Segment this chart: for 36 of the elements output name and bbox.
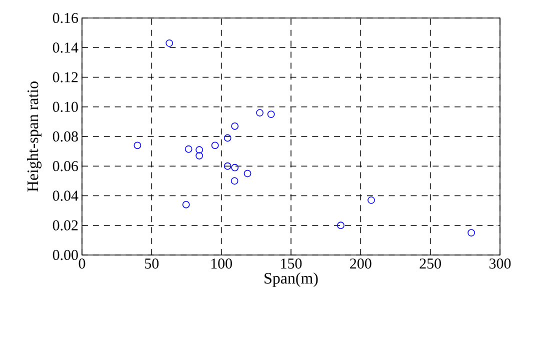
- point: [224, 134, 232, 142]
- x-tick-label: 50: [145, 258, 159, 269]
- point: [182, 200, 190, 208]
- point: [368, 196, 375, 204]
- point: [231, 122, 239, 130]
- x-tick-label: 200: [350, 258, 372, 269]
- y-tick-label: 0.06: [52, 161, 78, 172]
- y-tick-label: 0.02: [52, 220, 78, 230]
- point: [231, 164, 239, 172]
- y-tick-label: 0.14: [52, 42, 78, 53]
- y-tick-label: 0.00: [52, 250, 78, 260]
- x-tick-label: 250: [420, 258, 441, 269]
- y-tick-label: 0.10: [52, 102, 78, 112]
- point: [337, 222, 344, 230]
- point: [244, 170, 252, 178]
- y-tick-label: 0.04: [52, 190, 78, 201]
- y-tick-label: 0.08: [52, 131, 78, 142]
- point: [230, 177, 238, 185]
- y-tick-label: 0.12: [52, 72, 78, 82]
- point: [267, 110, 275, 118]
- x-tick-label: 100: [211, 258, 232, 269]
- point: [468, 229, 475, 236]
- x-axis-title: Span(m): [264, 272, 318, 287]
- y-axis-title: Height-span ratio: [27, 82, 42, 192]
- point: [211, 142, 219, 150]
- point: [166, 39, 174, 47]
- x-tick-label: 300: [490, 258, 511, 269]
- point: [196, 152, 204, 160]
- x-tick-label: 150: [281, 258, 302, 269]
- point: [134, 142, 142, 150]
- point: [184, 145, 192, 153]
- y-tick-label: 0.16: [52, 12, 78, 24]
- x-tick-label: 0: [78, 258, 86, 269]
- point: [224, 162, 232, 170]
- point: [256, 109, 264, 116]
- point: [196, 146, 204, 154]
